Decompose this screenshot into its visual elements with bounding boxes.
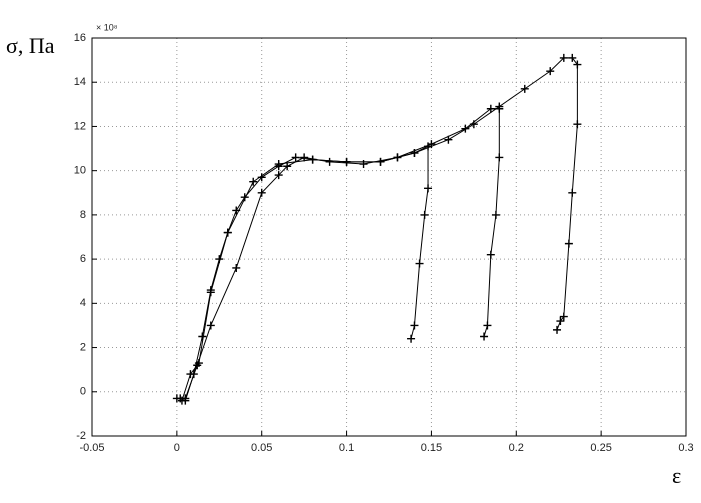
point-marker: [486, 250, 495, 259]
point-marker: [573, 120, 582, 129]
point-marker: [480, 332, 489, 341]
point-marker: [257, 188, 266, 197]
point-marker: [491, 210, 500, 219]
x-tick-label: 0.1: [339, 442, 354, 454]
point-marker: [198, 332, 207, 341]
x-axis-label: ε: [672, 463, 681, 488]
point-marker: [274, 160, 283, 169]
y-tick-label: 4: [80, 297, 86, 309]
point-marker: [483, 321, 492, 330]
point-marker: [559, 312, 568, 321]
point-marker: [420, 210, 429, 219]
point-marker: [559, 53, 568, 62]
point-marker: [546, 67, 555, 76]
point-marker: [206, 321, 215, 330]
x-tick-label: -0.05: [79, 442, 104, 454]
point-marker: [410, 148, 419, 157]
point-marker: [376, 157, 385, 166]
point-marker: [308, 155, 317, 164]
x-tick-label: 0.05: [251, 442, 272, 454]
point-marker: [223, 228, 232, 237]
point-marker: [240, 193, 249, 202]
point-marker: [249, 177, 258, 186]
point-marker: [568, 188, 577, 197]
point-marker: [194, 359, 203, 368]
point-marker: [553, 325, 562, 334]
y-tick-label: 2: [80, 341, 86, 353]
y-tick-label: 14: [74, 76, 86, 88]
x-tick-label: 0.15: [421, 442, 442, 454]
y-tick-label: 8: [80, 209, 86, 221]
point-marker: [556, 317, 565, 326]
point-marker: [469, 120, 478, 129]
point-marker: [568, 53, 577, 62]
point-marker: [495, 153, 504, 162]
point-marker: [300, 153, 309, 162]
y-tick-label: 10: [74, 165, 86, 177]
point-marker: [291, 153, 300, 162]
y-tick-label: 6: [80, 253, 86, 265]
point-marker: [342, 157, 351, 166]
point-marker: [283, 162, 292, 171]
x-tick-label: 0.25: [590, 442, 611, 454]
point-marker: [407, 334, 416, 343]
y-tick-label: 12: [74, 120, 86, 132]
point-marker: [274, 171, 283, 180]
plot-area: [92, 38, 686, 436]
point-marker: [564, 239, 573, 248]
y-tick-label: 0: [80, 386, 86, 398]
x-tick-label: 0.3: [678, 442, 693, 454]
y-axis-label: σ, Па: [6, 33, 55, 58]
y-tick-label: -2: [76, 430, 86, 442]
point-marker: [186, 370, 195, 379]
point-marker: [520, 84, 529, 93]
point-marker: [573, 60, 582, 69]
point-marker: [206, 288, 215, 297]
point-marker: [177, 396, 186, 405]
point-marker: [486, 104, 495, 113]
point-marker: [232, 263, 241, 272]
point-marker: [410, 321, 419, 330]
point-marker: [444, 135, 453, 144]
point-marker: [415, 259, 424, 268]
y-tick-label: 16: [74, 32, 86, 44]
x-tick-label: 0.2: [509, 442, 524, 454]
point-marker: [172, 394, 181, 403]
x-tick-label: 0: [174, 442, 180, 454]
point-marker: [495, 102, 504, 111]
point-marker: [461, 124, 470, 133]
point-marker: [424, 184, 433, 193]
y-exponent: × 10⁸: [96, 22, 118, 32]
axes-box: [91, 37, 687, 437]
point-marker: [325, 157, 334, 166]
